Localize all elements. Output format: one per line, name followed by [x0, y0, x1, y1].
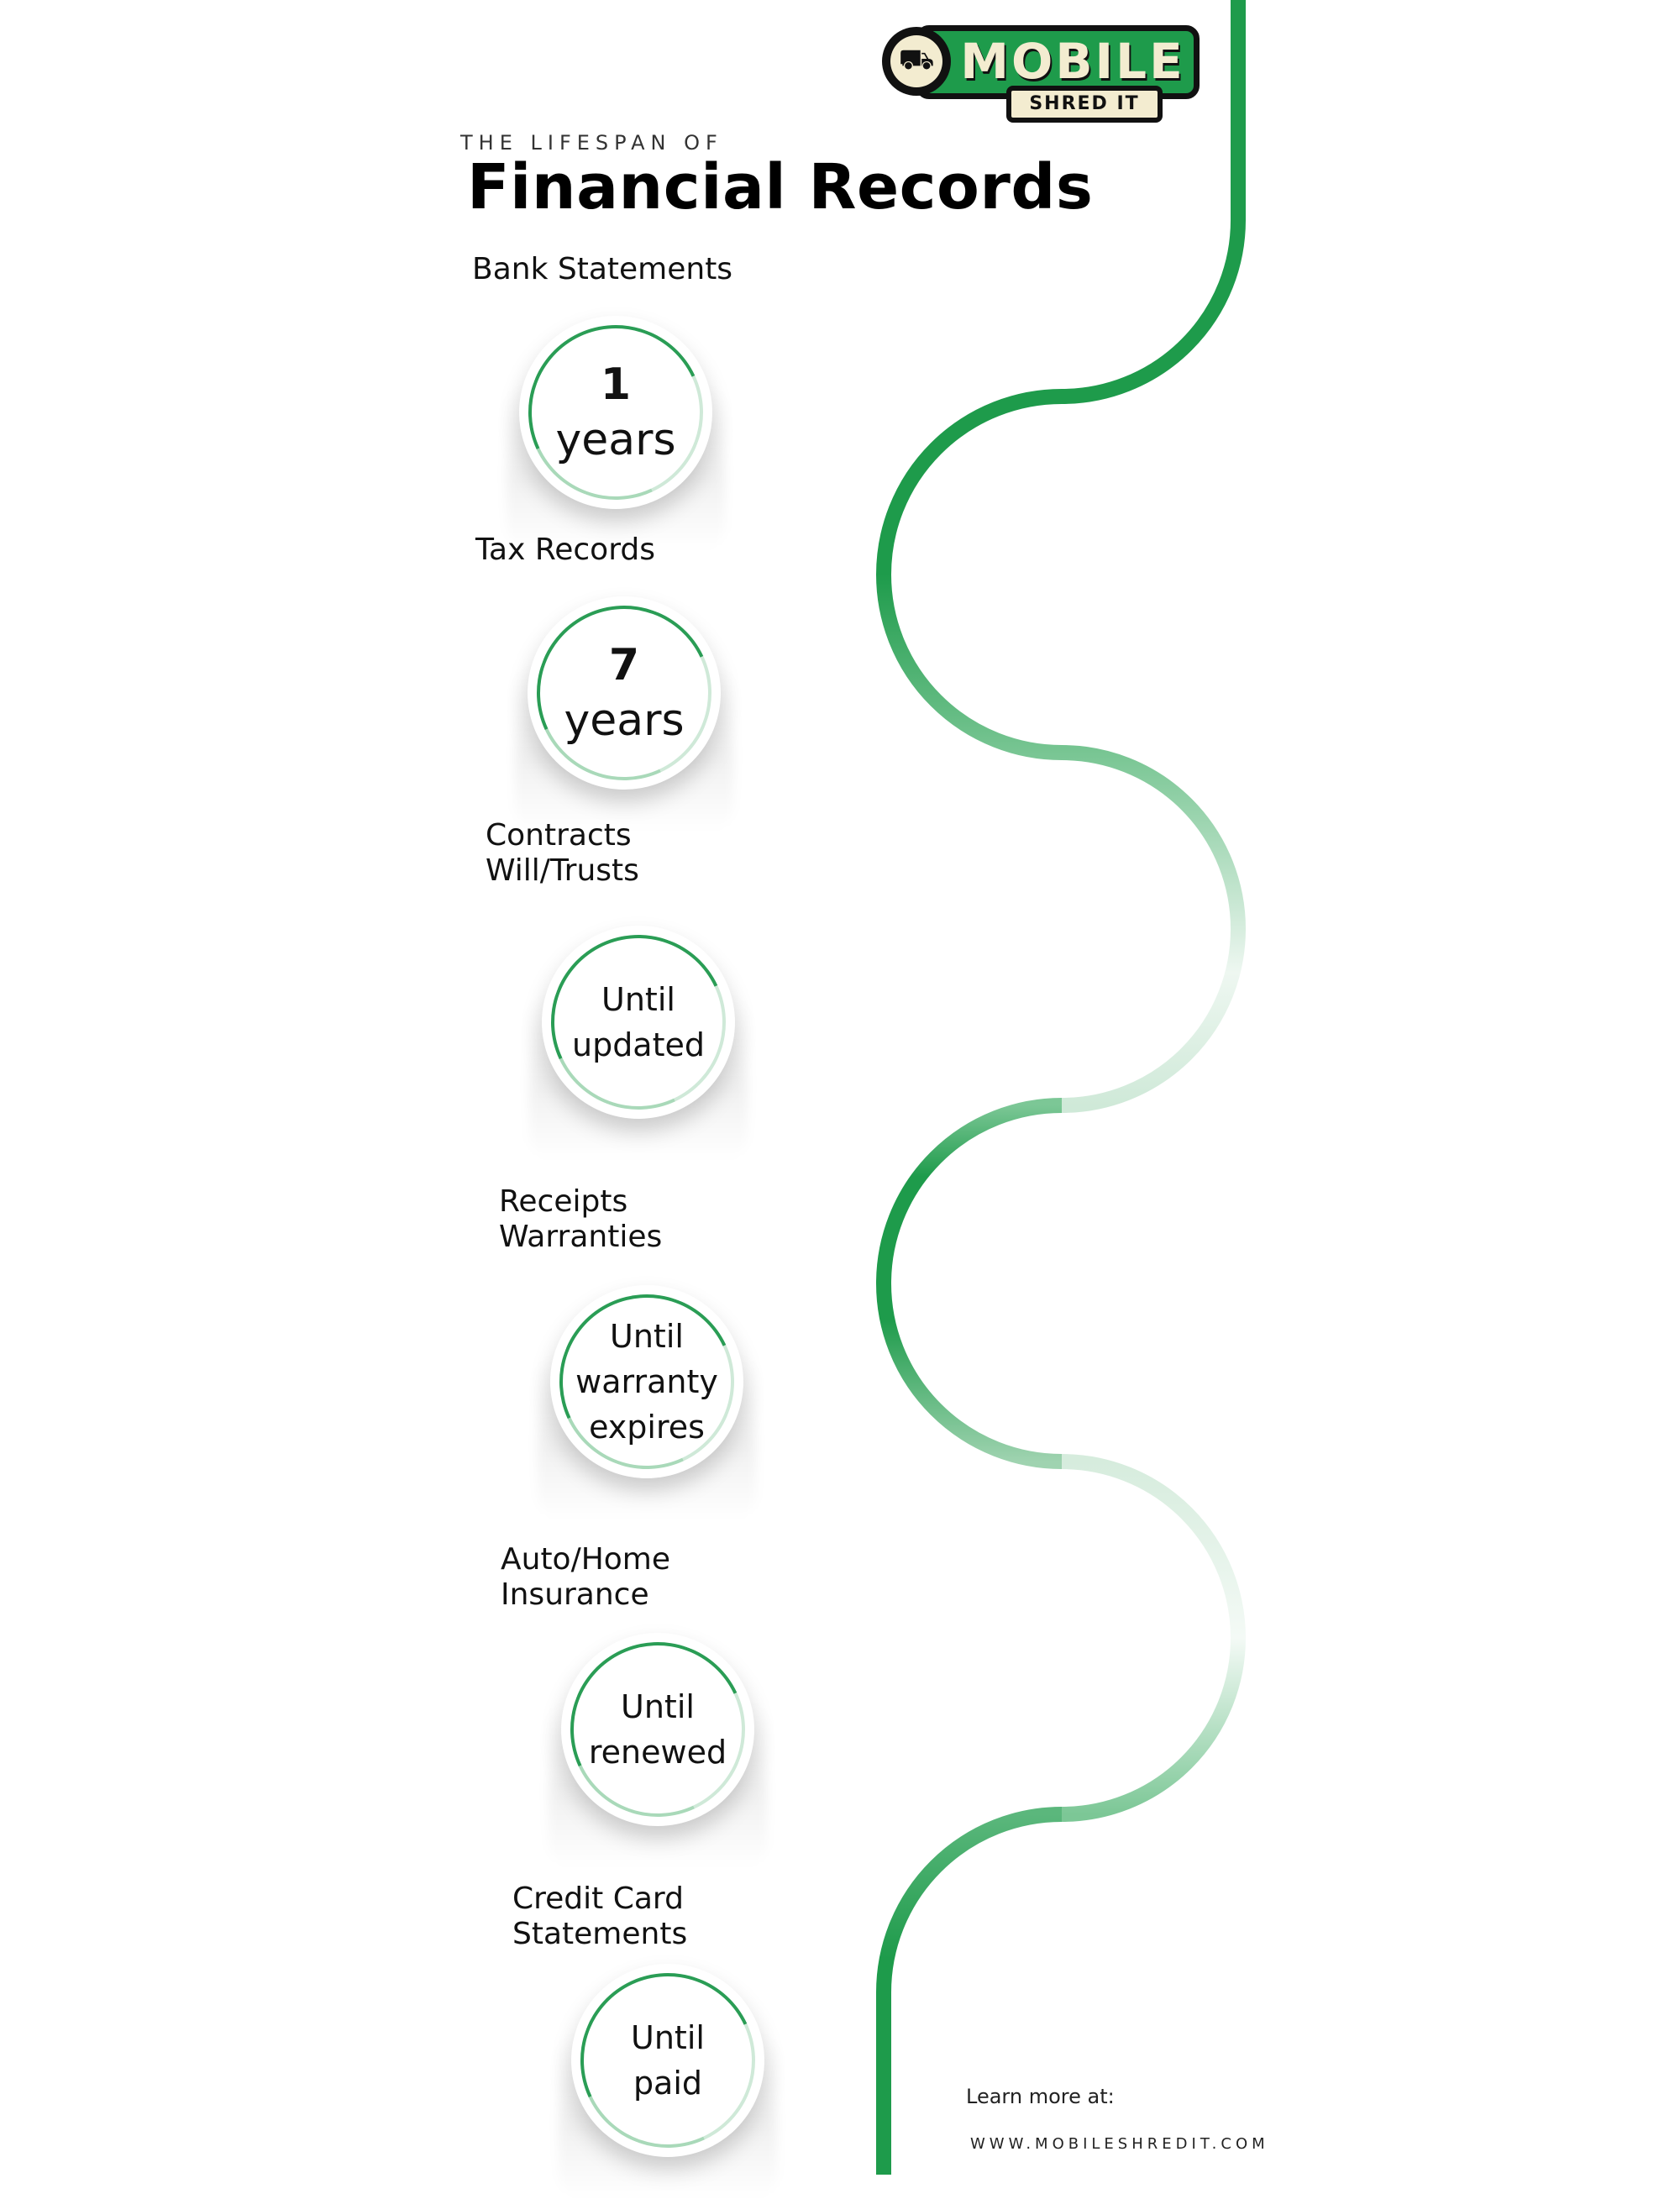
record-label-credit-card-statements: Credit Card Statements — [512, 1881, 688, 1951]
curve-segment-1 — [876, 0, 1246, 575]
shredder-truck-icon: ⛟ — [882, 27, 951, 96]
page-kicker: THE LIFESPAN OF — [460, 131, 723, 155]
record-label-tax-records: Tax Records — [475, 533, 655, 567]
logo-subtitle: SHRED IT — [1006, 86, 1163, 123]
record-duration-tax-records: 7 years — [512, 580, 737, 832]
record-label-bank-statements: Bank Statements — [472, 252, 733, 286]
record-duration-credit-card-statements: Until paid — [555, 1948, 780, 2199]
record-duration-auto-home-insurance: Until renewed — [545, 1617, 770, 1868]
brand-logo[interactable]: MOBILE SHRED IT ⛟ — [882, 22, 1210, 124]
learn-more-text: Learn more at: — [966, 2085, 1115, 2108]
curve-segment-3 — [875, 1098, 1063, 1469]
record-duration-contracts-wills: Until updated — [526, 910, 751, 1161]
record-duration-bank-statements: 1 years — [503, 300, 728, 551]
website-link[interactable]: WWW.MOBILESHREDIT.COM — [970, 2135, 1269, 2153]
record-label-contracts-wills: Contracts Will/Trusts — [486, 818, 639, 888]
curve-segment-5 — [876, 1807, 1063, 2175]
logo-wordmark: MOBILE — [960, 33, 1185, 90]
curve-segment-2 — [876, 574, 1247, 1113]
record-duration-receipts-warranties: Until warranty expires — [534, 1269, 759, 1520]
record-label-auto-home-insurance: Auto/Home Insurance — [501, 1542, 671, 1612]
page-title: Financial Records — [467, 151, 1094, 223]
record-label-receipts-warranties: Receipts Warranties — [499, 1184, 663, 1254]
curve-segment-4 — [1061, 1454, 1247, 1822]
